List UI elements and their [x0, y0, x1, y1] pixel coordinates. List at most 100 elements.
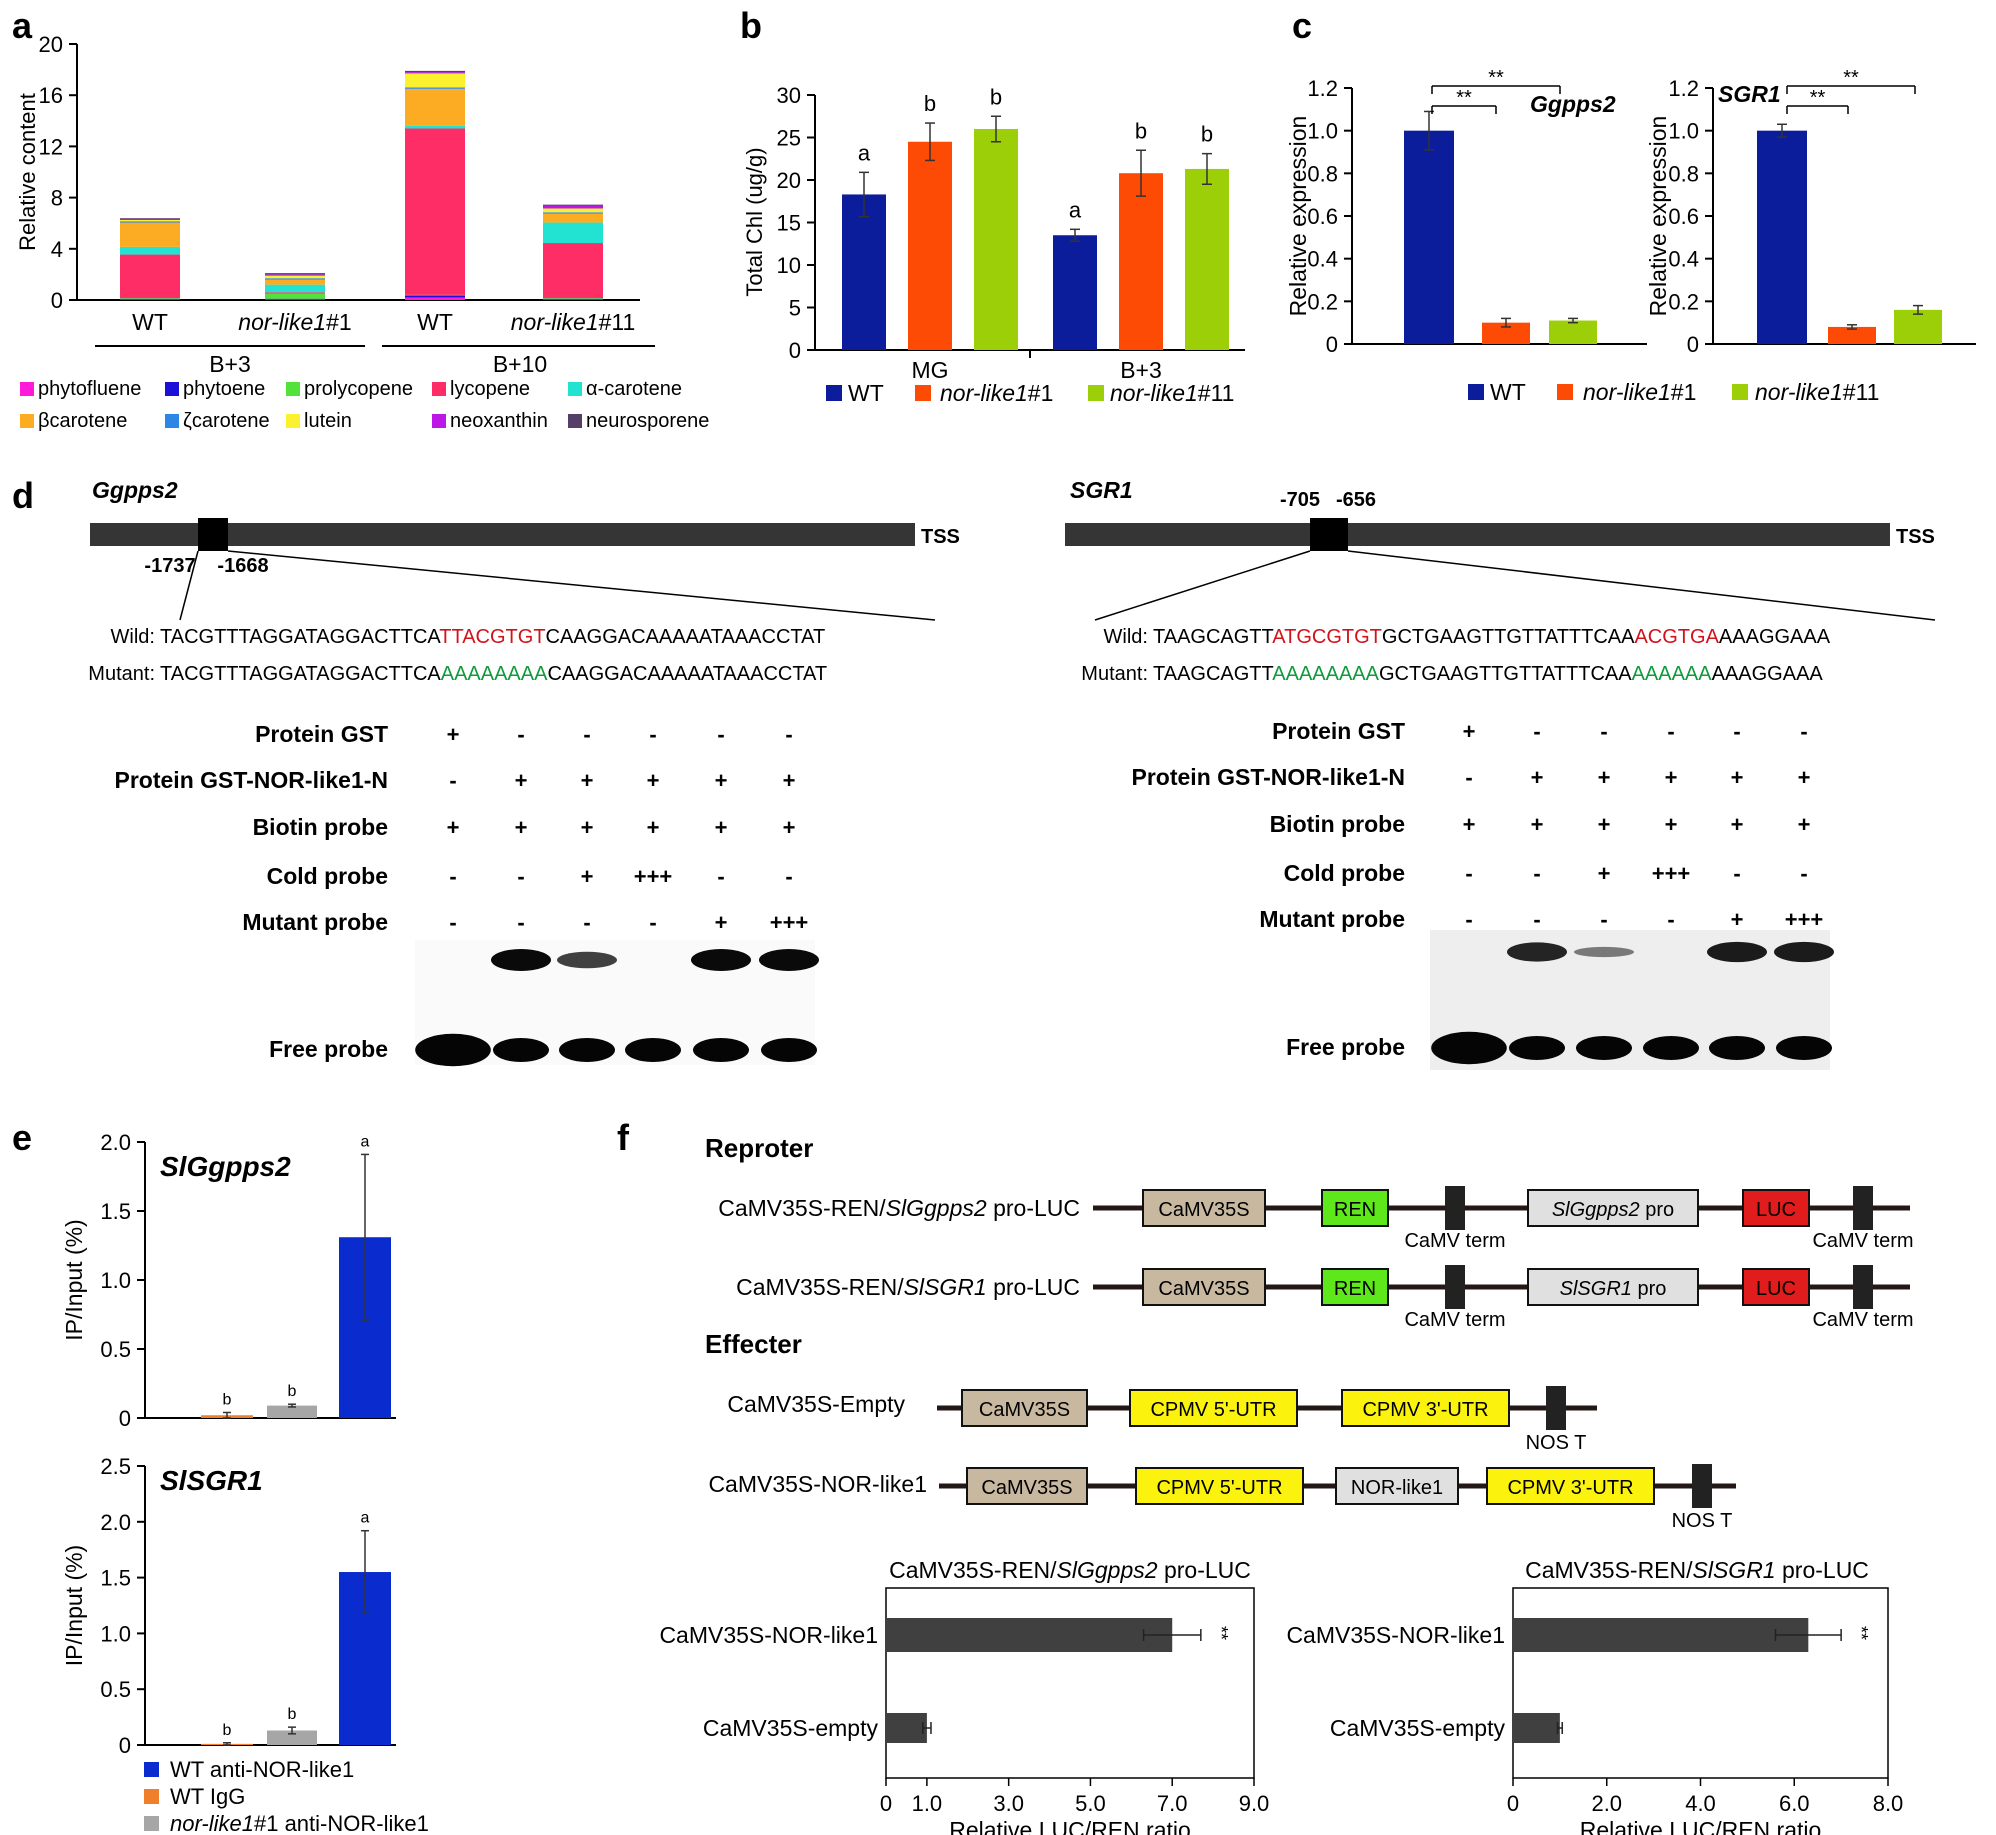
binding-site-box: [1310, 518, 1348, 551]
gene-name: SGR1: [1070, 477, 1133, 503]
stacked-bar-segment: [543, 204, 603, 206]
text-run: GCTGAAGTTGTTATTTCAA: [1382, 626, 1635, 648]
bar: [908, 141, 952, 350]
construct-box-label: CPMV 5'-UTR: [1156, 1477, 1282, 1499]
y-tick-label: 1.0: [100, 1268, 131, 1293]
legend-swatch: [144, 1762, 159, 1777]
emsa-mark: -: [517, 910, 524, 935]
emsa-mark: +: [783, 815, 796, 840]
stacked-bar-segment: [405, 88, 465, 126]
stacked-bar-segment: [543, 222, 603, 244]
legend-swatch: [1557, 384, 1573, 400]
y-tick-label: 0: [1326, 332, 1338, 357]
y-tick-label: 5: [789, 296, 801, 321]
significance-stars: **: [1456, 87, 1472, 109]
y-tick-label: 4: [51, 237, 63, 262]
terminator-label: NOS T: [1526, 1432, 1587, 1454]
free-probe-band: [415, 1033, 491, 1067]
text-run: SlGgpps2: [1552, 1199, 1640, 1221]
y-tick-label: 2.0: [100, 1130, 131, 1155]
y-category-label: CaMV35S-empty: [1330, 1715, 1506, 1741]
legend-label: WT IgG: [170, 1784, 245, 1809]
y-tick-label: 0: [51, 288, 63, 313]
panel-letter-e: e: [12, 1117, 32, 1158]
significance-letter: a: [858, 140, 871, 165]
wild-sequence: TAAGCAGTTATGCGTGTGCTGAAGTTGTTATTTCAAACGT…: [1153, 626, 1831, 648]
stacked-bar-segment: [120, 222, 180, 247]
legend-swatch: [432, 382, 446, 396]
significance-letter: b: [1201, 122, 1213, 147]
stacked-bar-segment: [543, 205, 603, 209]
y-tick-label: 20: [777, 168, 801, 193]
mutant-sequence: TAAGCAGTTAAAAAAAAGCTGAAGTTGTTATTTCAAAAAA…: [1153, 663, 1823, 685]
bar: [1185, 168, 1229, 350]
stacked-bar-segment: [543, 298, 603, 299]
construct-box-label: REN: [1334, 1278, 1376, 1300]
legend-swatch: [286, 414, 300, 428]
panel-letter-c: c: [1292, 5, 1312, 46]
free-probe-band: [761, 1038, 817, 1062]
text-run: pro-LUC: [987, 1195, 1080, 1221]
significance-letter: b: [223, 1391, 232, 1408]
construct-box-label: NOR-like1: [1351, 1477, 1443, 1499]
camv35s-box: [966, 1467, 1088, 1505]
bar: [1894, 309, 1942, 344]
chart-title: CaMV35S-REN/SlSGR1 pro-LUC: [1525, 1557, 1869, 1583]
significance-letter: b: [288, 1383, 297, 1400]
text-run: #11: [1843, 379, 1880, 405]
stacked-bar-segment: [405, 297, 465, 300]
text-run: ACGTGA: [1634, 626, 1719, 648]
emsa-mark: +: [1463, 719, 1476, 744]
emsa-mark: -: [449, 864, 456, 889]
stacked-bar-segment: [265, 292, 325, 294]
y-category-label: CaMV35S-empty: [703, 1715, 879, 1741]
terminator-label: CaMV term: [1812, 1230, 1913, 1252]
luc-box: [1742, 1268, 1810, 1306]
tss-label: TSS: [1896, 526, 1935, 548]
significance-stars: **: [1843, 67, 1859, 89]
stacked-bar-segment: [405, 70, 465, 73]
y-category-label: CaMV35S-NOR-like1: [1286, 1622, 1505, 1648]
stacked-bar-segment: [120, 254, 180, 299]
stacked-bar-segment: [405, 73, 465, 88]
stacked-bar-segment: [405, 125, 465, 129]
stacked-bar-segment: [265, 274, 325, 276]
free-probe-band: [1776, 1036, 1832, 1060]
legend-label: WT: [1490, 379, 1526, 405]
emsa-mark: +: [581, 768, 594, 793]
y-tick-label: 2.0: [100, 1510, 131, 1535]
emsa-mark: +: [1531, 812, 1544, 837]
stacked-bar-segment: [120, 298, 180, 299]
chart-title: SlSGR1: [160, 1465, 263, 1496]
shifted-band: [1574, 946, 1634, 958]
y-tick-label: 0.4: [1668, 247, 1699, 272]
legend-label: phytofluene: [38, 378, 141, 400]
emsa-mark: -: [649, 722, 656, 747]
legend-swatch: [165, 382, 179, 396]
y-axis-label: Relative expression: [1285, 116, 1311, 317]
text-run: pro: [1632, 1278, 1666, 1300]
legend-swatch: [915, 385, 931, 401]
x-tick-label: 2.0: [1591, 1791, 1622, 1816]
emsa-mark: -: [1465, 765, 1472, 790]
promoter-box: [1527, 1268, 1699, 1306]
significance-stars: **: [1851, 1626, 1871, 1640]
text-run: nor-like1: [238, 309, 326, 335]
text-run: CaMV35S-REN/: [889, 1557, 1057, 1583]
legend-swatch: [432, 414, 446, 428]
text-run: #1: [1028, 380, 1054, 406]
emsa-mark: +++: [634, 864, 673, 889]
legend-swatch: [826, 385, 842, 401]
text-run: AAAAAAAA: [441, 663, 548, 685]
terminator-label: NOS T: [1672, 1510, 1733, 1532]
utr3-box: [1341, 1389, 1510, 1427]
effector-name: CaMV35S-NOR-like1: [708, 1471, 927, 1497]
legend-swatch: [20, 414, 34, 428]
y-tick-label: 0.5: [100, 1337, 131, 1362]
legend-swatch: [165, 414, 179, 428]
emsa-mark: -: [1533, 719, 1540, 744]
bar: [886, 1618, 1173, 1652]
x-tick-label: 0: [1507, 1791, 1519, 1816]
y-axis-label: Total Chl (ug/g): [742, 147, 767, 296]
